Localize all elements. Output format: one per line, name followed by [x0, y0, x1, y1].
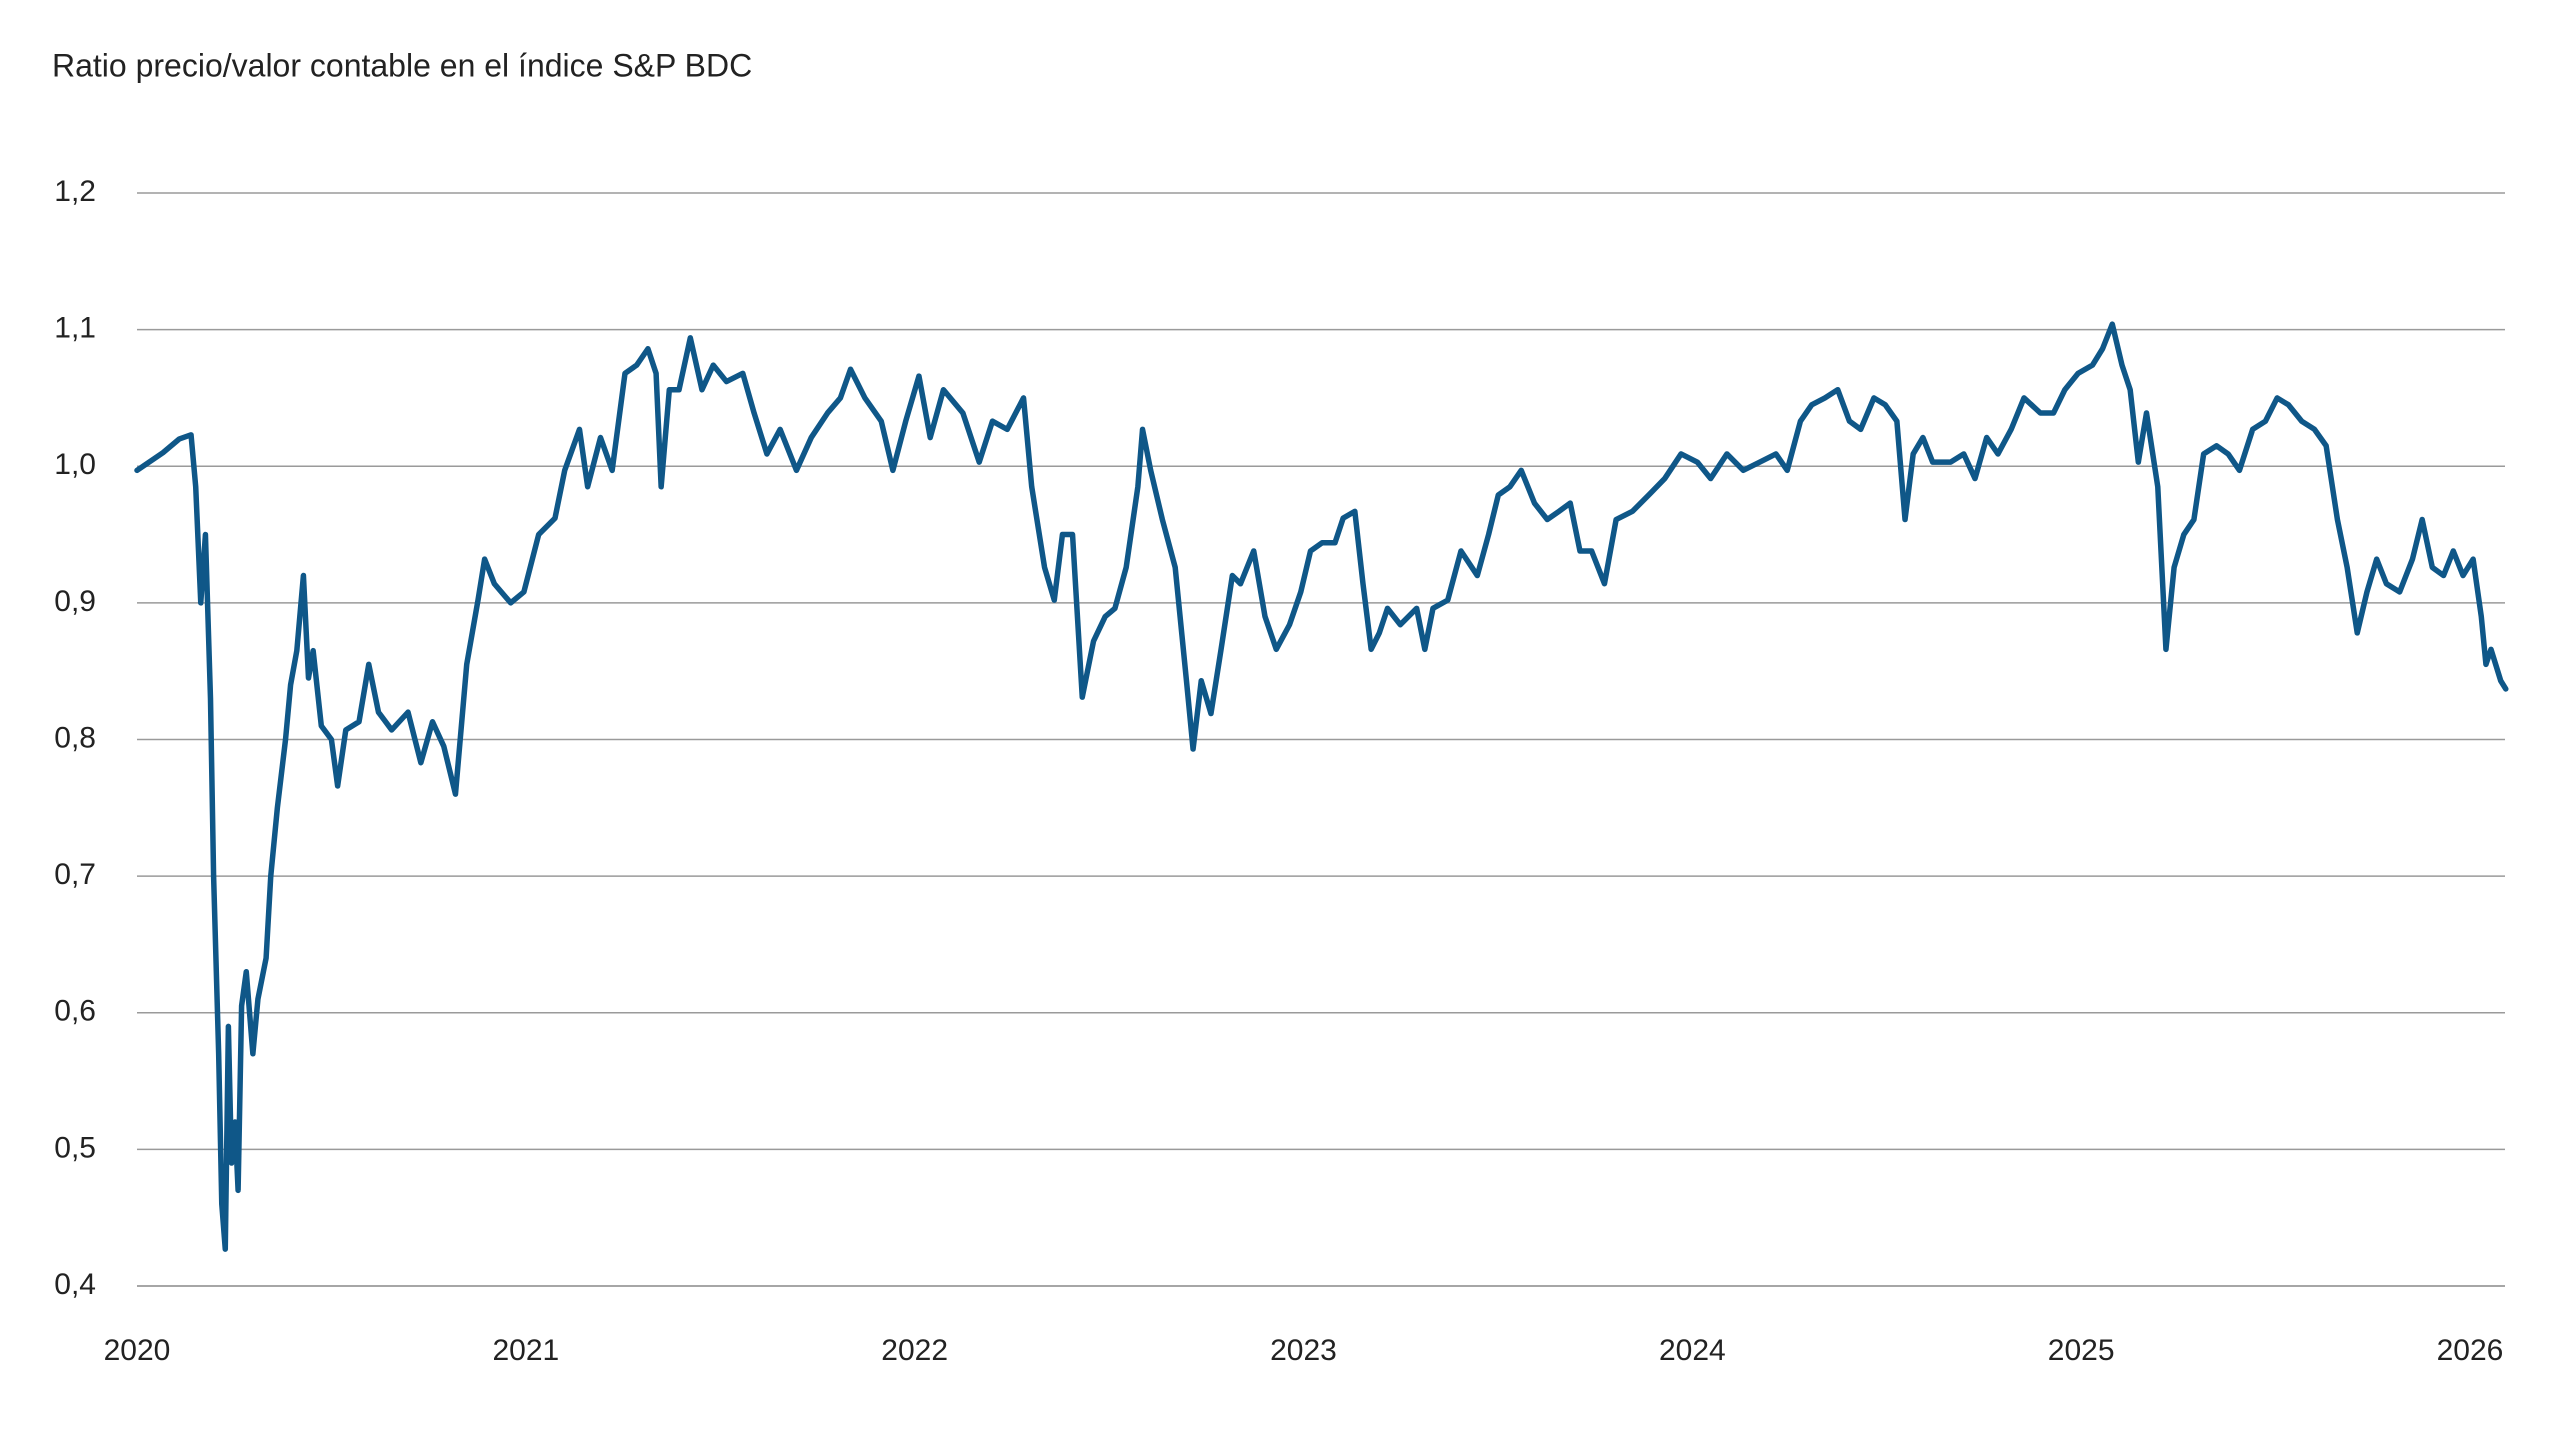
- x-tick-label: 2022: [881, 1334, 948, 1367]
- y-tick-label: 0,9: [54, 585, 96, 618]
- x-tick-label: 2023: [1270, 1334, 1337, 1367]
- y-tick-label: 0,7: [54, 858, 96, 891]
- y-tick-label: 1,1: [54, 312, 96, 345]
- y-tick-label: 0,6: [54, 995, 96, 1028]
- y-tick-label: 1,0: [54, 448, 96, 481]
- x-tick-label: 2020: [104, 1334, 171, 1367]
- y-tick-label: 1,2: [54, 175, 96, 208]
- data-line: [134, 321, 2509, 1252]
- y-tick-label: 0,8: [54, 721, 96, 754]
- x-tick-label: 2025: [2048, 1334, 2115, 1367]
- x-tick-label: 2026: [2437, 1334, 2504, 1367]
- y-tick-label: 0,5: [54, 1131, 96, 1164]
- x-tick-label: 2021: [492, 1334, 559, 1367]
- y-tick-label: 0,4: [54, 1268, 96, 1301]
- chart-title: Ratio precio/valor contable en el índice…: [52, 47, 752, 83]
- x-tick-label: 2024: [1659, 1334, 1726, 1367]
